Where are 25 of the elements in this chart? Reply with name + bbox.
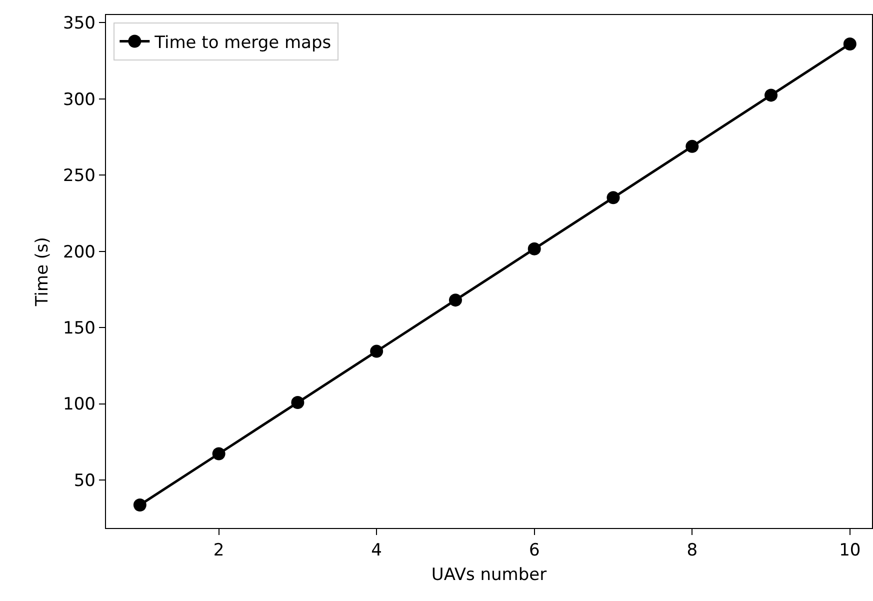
x-tick-label: 8	[686, 540, 698, 560]
point	[448, 294, 462, 307]
point	[212, 447, 226, 460]
point	[370, 344, 384, 358]
y-tick-label: 150	[63, 318, 96, 338]
point	[291, 396, 304, 410]
x-tick-label: 10	[839, 540, 861, 560]
y-tick-label: 200	[63, 242, 96, 262]
y-tick-label: 350	[63, 14, 96, 34]
y-tick-label: 50	[74, 470, 96, 491]
point	[843, 37, 856, 50]
x-tick-label: 6	[528, 540, 540, 560]
point	[528, 242, 541, 256]
x-tick-label: 4	[371, 540, 382, 560]
point	[686, 140, 699, 153]
point	[764, 88, 778, 102]
y-tick-label: 100	[63, 394, 96, 415]
x-tick-label: 2	[213, 540, 224, 560]
y-tick-label: 300	[63, 90, 96, 110]
point	[133, 498, 146, 512]
y-axis-title: Time (s)	[32, 236, 53, 308]
point	[606, 191, 620, 204]
y-tick-label: 250	[63, 166, 96, 186]
legend-label: Time to merge maps	[154, 32, 332, 53]
x-axis-title: UAVs number	[431, 564, 547, 585]
